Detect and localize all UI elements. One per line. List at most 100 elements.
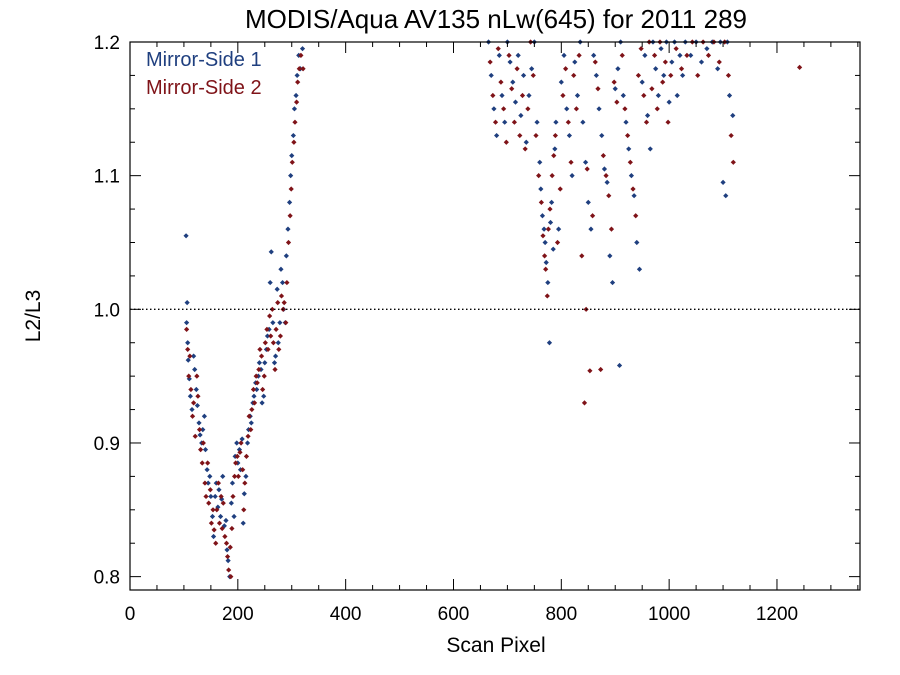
data-point-series-2-70 [276,346,282,353]
data-point-series-2-51 [250,386,257,393]
data-point-series-2-142 [622,106,628,112]
data-point-series-1-66 [268,249,274,255]
data-point-series-1-102 [520,72,527,79]
data-point-series-2-27 [219,525,225,532]
data-point-series-1-3 [185,340,191,346]
data-point-series-2-168 [716,59,722,65]
data-point-series-2-116 [552,132,558,139]
data-point-series-2-12 [199,460,205,466]
data-point-series-1-22 [209,513,216,520]
data-point-series-2-10 [196,427,203,433]
data-point-series-1-45 [240,520,246,526]
data-point-series-2-67 [272,366,278,373]
data-point-series-1-138 [601,166,608,172]
data-point-series-1-116 [547,219,554,226]
data-point-series-1-13 [197,432,203,438]
data-point-series-2-166 [705,52,712,58]
data-point-series-2-28 [220,500,226,506]
data-point-series-1-10 [193,386,199,393]
data-point-series-1-7 [189,406,195,413]
data-point-series-2-18 [207,487,213,493]
data-point-series-1-109 [538,186,544,192]
x-tick-label-6: 1200 [756,604,798,625]
data-point-series-2-126 [579,253,585,259]
data-point-series-2-6 [191,400,197,406]
data-point-series-1-123 [561,52,567,58]
data-point-series-2-139 [611,79,617,85]
data-point-series-1-152 [636,266,643,272]
data-point-series-1-120 [553,119,559,125]
data-point-series-1-170 [688,52,694,58]
x-tick-label-5: 1000 [648,604,690,625]
data-point-series-1-34 [225,557,231,564]
data-point-series-2-149 [641,92,647,99]
data-point-series-1-4 [185,357,191,363]
x-tick-labels: 0 200 400 600 800 1000 1200 [125,604,798,625]
data-point-series-2-54 [254,380,260,386]
data-point-series-1-94 [499,92,505,99]
data-point-series-2-145 [630,186,636,192]
data-point-series-2-114 [549,173,555,179]
data-point-series-2-80 [289,159,295,165]
data-point-series-2-129 [584,166,590,172]
data-point-series-2-157 [662,59,668,65]
data-point-series-1-57 [256,360,262,366]
data-point-series-2-66 [270,340,277,346]
data-point-series-2-100 [519,92,526,99]
data-point-series-1-178 [723,193,729,199]
data-point-series-1-175 [715,66,721,72]
data-point-series-2-40 [235,473,241,479]
data-point-series-1-97 [507,59,513,65]
data-point-series-2-36 [230,493,236,500]
x-tick-label-1: 200 [222,604,254,625]
data-point-series-2-132 [592,59,598,65]
data-point-series-2-38 [233,460,239,466]
data-point-series-1-78 [285,226,291,232]
data-point-series-2-32 [226,567,232,573]
data-point-series-1-99 [512,99,519,105]
data-point-series-1-18 [204,467,210,473]
data-point-series-1-93 [496,52,502,58]
data-point-series-2-111 [544,293,550,299]
data-point-series-2-146 [633,213,639,219]
data-point-series-1-161 [661,72,667,79]
y-tick-label-4: 1.2 [94,33,120,54]
data-point-series-1-71 [275,340,281,346]
data-point-series-2-57 [258,353,265,359]
data-point-series-2-62 [265,346,271,353]
data-point-series-1-177 [720,179,726,185]
data-point-series-1-1 [184,320,190,326]
data-point-series-2-153 [651,52,658,58]
data-point-series-1-143 [615,66,621,72]
data-point-series-2-76 [284,279,290,286]
data-point-series-1-103 [523,139,529,145]
data-point-series-1-90 [488,72,494,79]
data-point-series-2-83 [293,99,300,105]
data-point-series-1-74 [279,279,286,286]
data-point-series-1-173 [704,46,710,52]
data-point-series-2-123 [571,72,577,79]
data-point-series-1-112 [542,239,548,246]
data-point-series-2-30 [223,540,230,546]
data-point-series-2-63 [267,313,273,319]
data-point-series-1-19 [205,480,211,486]
data-point-series-2-68 [273,326,279,332]
data-point-series-1-82 [290,132,296,139]
data-point-series-2-140 [614,99,620,105]
data-point-series-2-148 [638,46,644,52]
data-point-series-1-100 [515,52,521,58]
data-point-series-1-134 [591,52,597,58]
data-point-series-1-81 [289,153,295,159]
data-point-series-2-44 [241,507,247,513]
x-tick-label-0: 0 [125,604,136,625]
data-point-series-2-160 [673,46,679,52]
data-point-series-2-41 [237,449,243,455]
data-point-series-2-20 [210,507,216,513]
data-point-series-1-6 [187,393,193,399]
data-point-series-2-117 [554,239,561,246]
data-point-series-1-105 [529,66,535,72]
data-point-series-2-2 [186,373,192,379]
data-point-series-1-101 [518,112,524,119]
data-point-series-2-147 [635,72,642,79]
x-tick-label-2: 400 [330,604,362,625]
